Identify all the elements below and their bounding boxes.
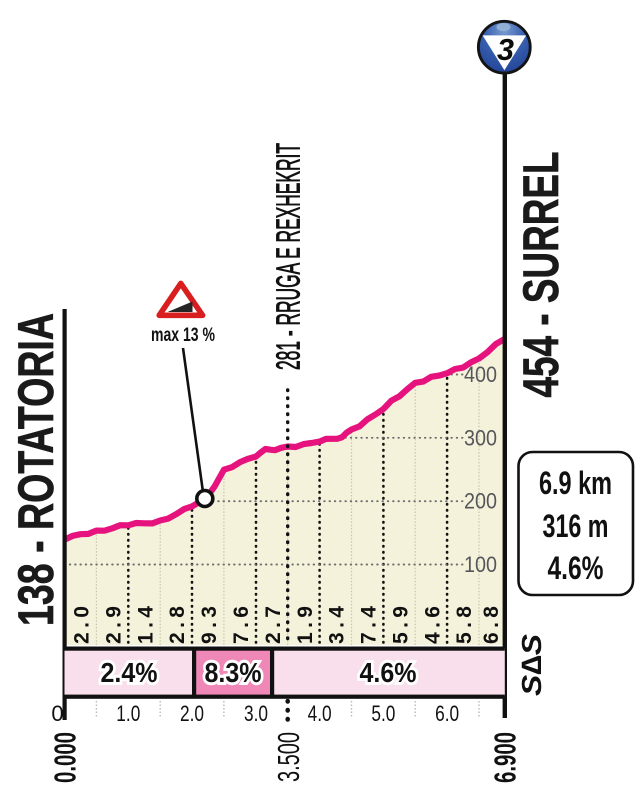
svg-text:5.9: 5.9 (389, 606, 412, 644)
svg-text:9.3: 9.3 (198, 606, 221, 644)
svg-text:2.0: 2.0 (71, 606, 94, 644)
svg-text:138 - ROTATORIA: 138 - ROTATORIA (7, 313, 64, 626)
svg-text:6.9 km: 6.9 km (539, 465, 612, 501)
svg-text:3.0: 3.0 (244, 701, 268, 726)
svg-text:S∆S: S∆S (516, 634, 547, 696)
svg-text:1.4: 1.4 (134, 606, 157, 644)
svg-text:2.4%: 2.4% (101, 657, 158, 688)
svg-text:6.0: 6.0 (435, 701, 459, 726)
svg-text:1.0: 1.0 (116, 701, 140, 726)
svg-text:8.3%: 8.3% (205, 657, 262, 688)
svg-text:0.000: 0.000 (49, 732, 83, 783)
svg-text:5.8: 5.8 (453, 606, 476, 644)
svg-text:454 - SURREL: 454 - SURREL (512, 152, 569, 398)
svg-text:6.8: 6.8 (480, 606, 503, 644)
svg-text:200: 200 (464, 489, 497, 514)
svg-text:3: 3 (497, 33, 514, 67)
svg-text:5.0: 5.0 (371, 701, 395, 726)
svg-text:4.6: 4.6 (421, 606, 444, 644)
svg-text:2.0: 2.0 (180, 701, 204, 726)
svg-text:6.900: 6.900 (489, 732, 523, 783)
svg-text:3.4: 3.4 (326, 606, 349, 644)
svg-text:0: 0 (51, 701, 63, 726)
svg-text:7.6: 7.6 (230, 606, 253, 644)
svg-text:100: 100 (464, 552, 497, 577)
svg-text:3.500: 3.500 (272, 732, 306, 782)
svg-text:2.8: 2.8 (166, 606, 189, 644)
svg-text:2.7: 2.7 (262, 606, 285, 644)
svg-text:4.6%: 4.6% (360, 657, 417, 688)
svg-text:2.9: 2.9 (102, 606, 125, 644)
svg-text:7.4: 7.4 (358, 606, 381, 644)
svg-text:4.6%: 4.6% (548, 550, 604, 586)
svg-text:4.0: 4.0 (308, 701, 332, 726)
svg-text:1.9: 1.9 (294, 606, 317, 644)
svg-text:300: 300 (464, 425, 497, 450)
svg-text:316 m: 316 m (543, 508, 609, 544)
svg-text:max 13 %: max 13 % (151, 324, 215, 346)
svg-text:281 - RRUGA E REXHEKRIT: 281 - RRUGA E REXHEKRIT (271, 143, 308, 370)
